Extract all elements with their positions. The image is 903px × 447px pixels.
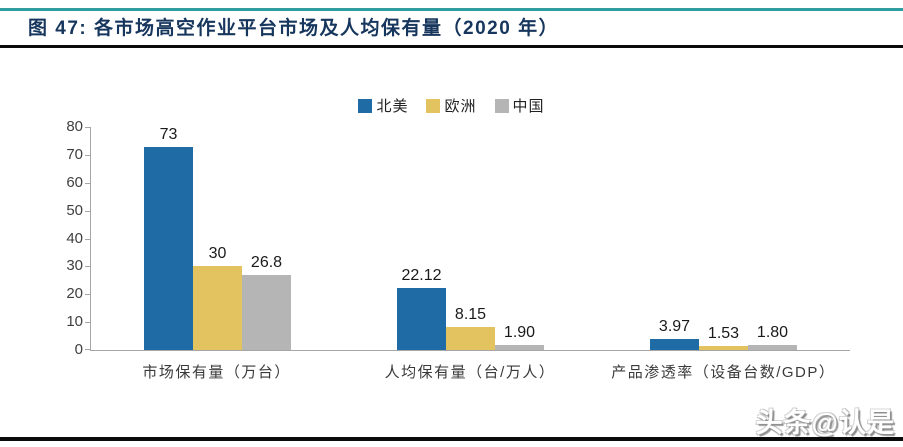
bar-欧洲 [699, 345, 748, 350]
legend-label-europe: 欧洲 [444, 98, 477, 115]
legend-label-china: 中国 [512, 98, 545, 115]
y-tick-mark [85, 154, 91, 156]
bar-中国 [748, 345, 797, 350]
x-axis-labels: 市场保有量（万台） 人均保有量（台/万人） 产品渗透率（设备台数/GDP） [90, 361, 850, 382]
bar-with-label: 26.8 [242, 254, 291, 350]
bar-北美 [144, 146, 193, 350]
legend-swatch-china-icon [494, 98, 509, 113]
legend-label-north-america: 北美 [376, 98, 409, 115]
bar-北美 [650, 338, 699, 350]
y-tick-mark [85, 238, 91, 240]
bar-value-label: 1.53 [707, 324, 740, 342]
y-tick-mark [85, 322, 91, 324]
top-accent-line [0, 8, 903, 11]
x-axis-category-label: 市场保有量（万台） [142, 364, 291, 381]
y-tick-label: 80 [66, 118, 83, 135]
bar-中国 [495, 344, 544, 350]
y-tick-label: 20 [66, 285, 83, 303]
y-tick-label: 10 [66, 313, 83, 331]
bar-value-label: 3.97 [658, 317, 691, 335]
x-axis-category-label: 人均保有量（台/万人） [384, 364, 556, 381]
y-tick-label: 40 [66, 229, 83, 247]
y-tick-mark [85, 182, 91, 184]
chart-legend: 北美 欧洲 中国 [0, 95, 903, 116]
watermark: 头条@认是 [755, 408, 895, 438]
legend-swatch-europe-icon [426, 98, 441, 113]
bar-with-label: 1.90 [495, 324, 544, 350]
bar-value-label: 22.12 [401, 267, 442, 285]
bar-北美 [397, 288, 446, 350]
bar-with-label: 8.15 [446, 306, 495, 350]
y-tick-label: 30 [66, 257, 83, 275]
bar-欧洲 [193, 266, 242, 350]
bar-with-label: 1.80 [748, 324, 797, 350]
bar-group: 73 30 26.8 [91, 125, 344, 350]
bar-group: 3.97 1.53 1.80 [597, 318, 850, 350]
bar-value-label: 8.15 [454, 306, 487, 324]
legend-item-europe: 欧洲 [426, 95, 476, 116]
bar-value-label: 26.8 [250, 254, 283, 272]
bar-with-label: 3.97 [650, 318, 699, 350]
bar-with-label: 22.12 [397, 267, 446, 350]
legend-swatch-north-america-icon [358, 98, 373, 113]
y-tick-mark [85, 127, 91, 128]
bar-value-label: 30 [208, 245, 227, 263]
y-tick-label: 50 [66, 201, 83, 219]
bottom-divider-line [0, 437, 903, 441]
y-tick-mark [85, 266, 91, 268]
plot-area: 73 30 26.8 22.12 8.15 1.90 3.97 1.53 1.80 0 10 20 3… [66, 118, 850, 358]
bar-欧洲 [446, 327, 495, 350]
x-axis-category-label: 产品渗透率（设备台数/GDP） [611, 364, 836, 381]
y-tick-mark [85, 349, 91, 350]
bar-with-label: 1.53 [699, 325, 748, 350]
bar-value-label: 73 [159, 125, 178, 143]
title-divider-line [0, 45, 903, 48]
bar-value-label: 1.90 [503, 323, 536, 341]
bar-with-label: 30 [193, 245, 242, 350]
figure-title: 图 47: 各市场高空作业平台市场及人均保有量（2020 年） [28, 18, 560, 39]
y-tick-label: 60 [66, 173, 83, 191]
y-tick-label: 0 [74, 341, 83, 358]
y-tick-mark [85, 210, 91, 212]
bar-value-label: 1.80 [756, 324, 789, 341]
bar-groups: 73 30 26.8 22.12 8.15 1.90 3.97 1.53 1.80 [91, 125, 850, 350]
y-tick-mark [85, 294, 91, 296]
legend-item-north-america: 北美 [358, 95, 408, 116]
bar-with-label: 73 [144, 125, 193, 350]
bar-group: 22.12 8.15 1.90 [344, 267, 597, 350]
bar-中国 [242, 275, 291, 350]
y-tick-label: 70 [66, 145, 83, 163]
legend-item-china: 中国 [494, 95, 545, 116]
